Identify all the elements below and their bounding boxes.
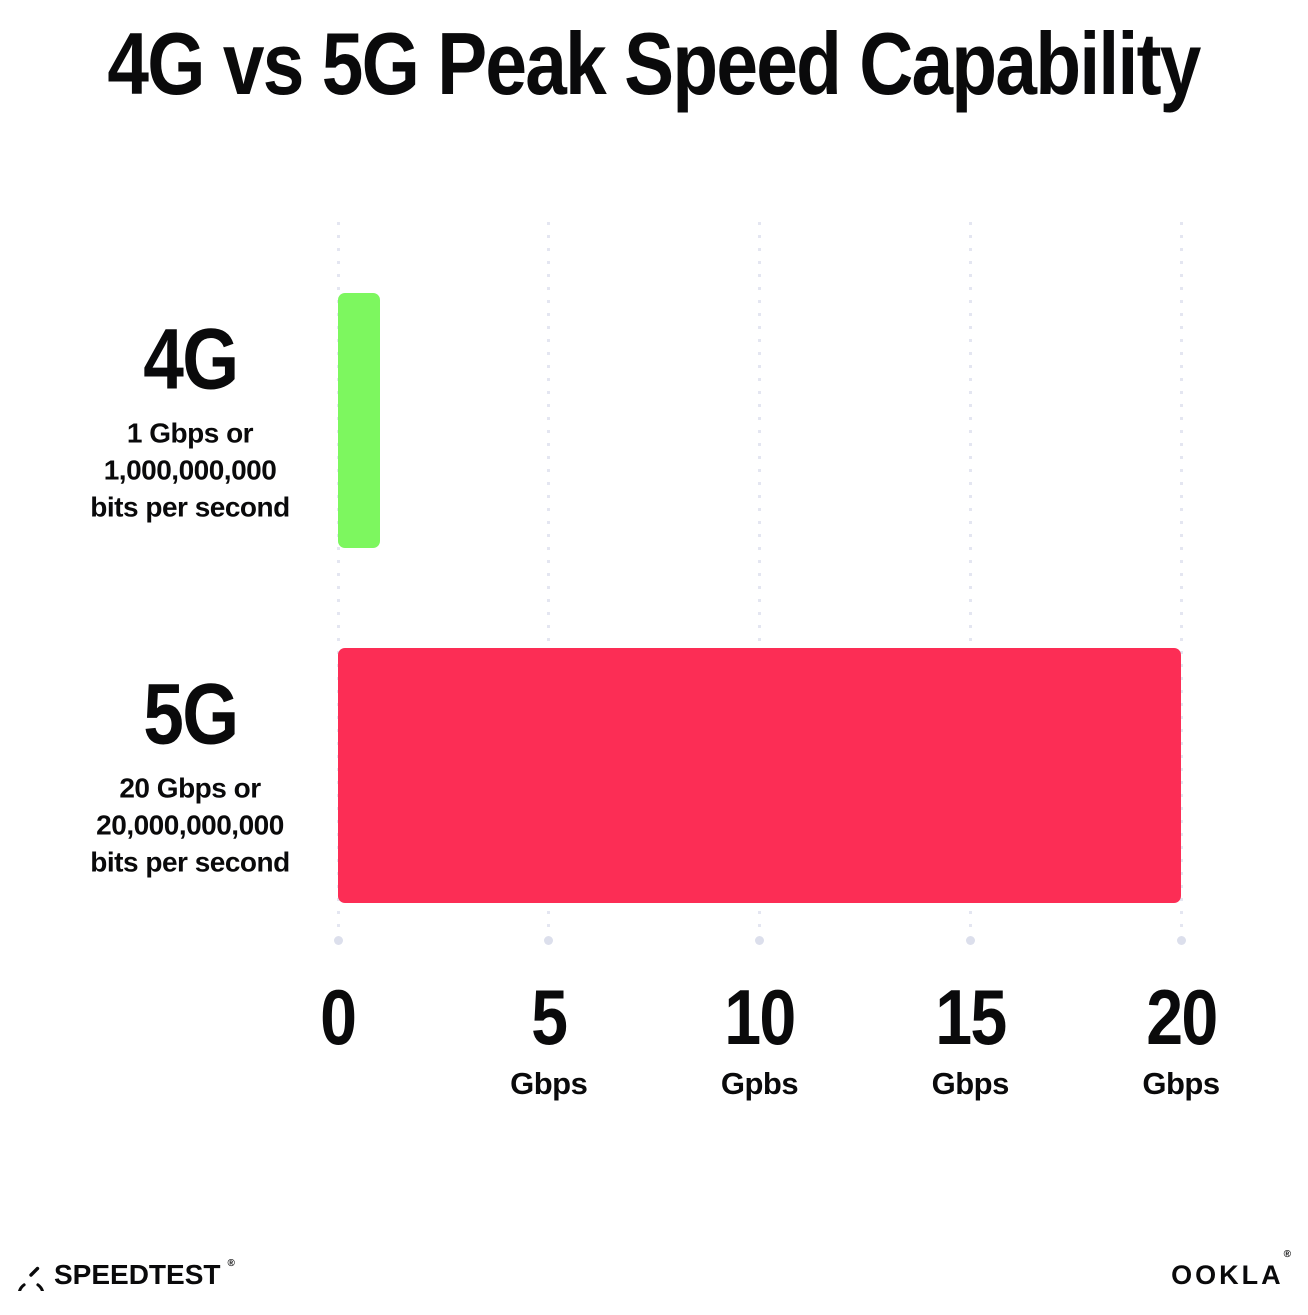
bar-label-subtitle-line-1: 1 Gbps or	[126, 417, 254, 448]
bar-label-5g: 5G 20 Gbps or 20,000,000,000 bits per secon…	[40, 671, 340, 880]
bar-label-subtitle-line-2: 1,000,000,000	[103, 454, 277, 485]
ookla-logo: OOKLA®	[1171, 1250, 1294, 1290]
x-tick-number: 0	[228, 978, 448, 1056]
ookla-wordmark: OOKLA	[1171, 1260, 1284, 1290]
bar-label-subtitle-line-3: bits per second	[90, 846, 290, 877]
x-tick-number: 15	[860, 978, 1080, 1056]
x-tick-number-text: 0	[320, 973, 357, 1061]
gridline-15	[965, 222, 975, 945]
x-tick-number: 10	[650, 978, 870, 1056]
x-tick-number-text: 10	[724, 973, 796, 1061]
page-title: 4G vs 5G Peak Speed Capability	[0, 20, 1308, 108]
speedtest-wordmark: SPEEDTEST	[54, 1259, 221, 1290]
bar-label-subtitle-line-3: bits per second	[90, 491, 290, 522]
x-tick-unit: Gpbs	[720, 1066, 799, 1101]
speedtest-trademark: ®	[227, 1257, 235, 1269]
bar-label-subtitle: 20 Gbps or 20,000,000,000 bits per second	[40, 769, 340, 880]
plot-area	[333, 222, 1186, 948]
x-tick-number-text: 5	[531, 973, 568, 1061]
x-tick-number: 5	[439, 978, 659, 1056]
x-tick-unit: Gbps	[931, 1066, 1010, 1101]
gridline-20	[1176, 222, 1186, 945]
speedometer-gauge-icon	[18, 1266, 44, 1291]
bar-label-subtitle-line-2: 20,000,000,000	[96, 809, 284, 840]
x-tick-20: 20 Gbps	[1071, 978, 1291, 1102]
x-tick-0: 0	[228, 978, 448, 1056]
speedtest-logo: SPEEDTEST ®	[15, 1257, 235, 1291]
x-tick-number: 20	[1071, 978, 1291, 1056]
gridline-10	[755, 222, 764, 945]
gridline-5	[544, 222, 554, 945]
bar-label-title-text: 5G	[142, 666, 239, 762]
x-tick-number-text: 20	[1145, 973, 1218, 1061]
page-title-text: 4G vs 5G Peak Speed Capability	[107, 14, 1202, 113]
gridline-0	[333, 222, 343, 945]
bar-label-title: 4G	[40, 316, 340, 402]
x-tick-15: 15 Gbps	[860, 978, 1080, 1102]
bar-label-title-text: 4G	[142, 311, 239, 407]
ookla-trademark: ®	[1283, 1249, 1294, 1260]
x-tick-10: 10 Gpbs	[650, 978, 870, 1102]
x-tick-number-text: 15	[935, 973, 1007, 1061]
bar-5g	[338, 648, 1181, 903]
bar-label-title: 5G	[40, 671, 340, 757]
bar-label-subtitle-line-1: 20 Gbps or	[119, 772, 261, 803]
x-tick-unit: Gbps	[510, 1066, 588, 1101]
x-tick-unit: Gbps	[1142, 1066, 1220, 1101]
bar-label-4g: 4G 1 Gbps or 1,000,000,000 bits per second	[40, 316, 340, 525]
bar-label-subtitle: 1 Gbps or 1,000,000,000 bits per second	[40, 414, 340, 525]
x-tick-5: 5 Gbps	[439, 978, 659, 1102]
bar-4g	[338, 293, 381, 548]
